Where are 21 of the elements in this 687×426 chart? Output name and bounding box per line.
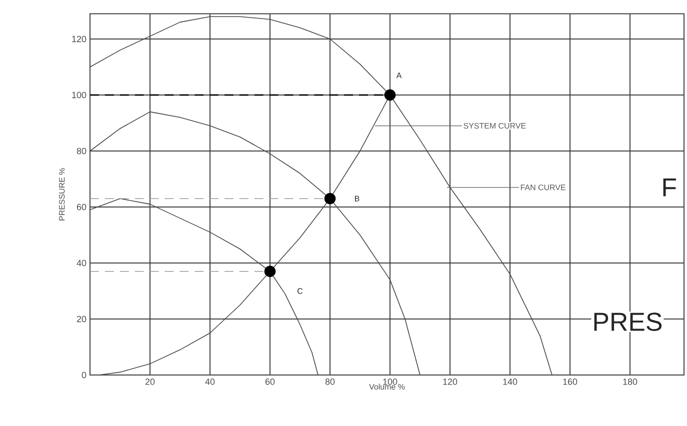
x-tick-label: 140 (503, 378, 518, 385)
annotation: F (663, 178, 676, 196)
y-tick-label: 80 (76, 148, 86, 154)
point (384, 89, 396, 101)
y-tick-label: 40 (76, 260, 86, 266)
x-tick-label: 100 (383, 378, 398, 385)
x-tick-label: 120 (443, 378, 458, 385)
x-tick-label: 20 (145, 378, 155, 385)
x-tick-label: 60 (265, 378, 275, 385)
x-tick-label: 180 (623, 378, 638, 385)
point (264, 266, 276, 278)
y-tick-label: 60 (76, 204, 86, 210)
x-tick-label: 40 (205, 378, 215, 385)
y-tick-label: 100 (72, 92, 86, 98)
x-tick-label: 80 (325, 378, 335, 385)
annotation: PRES (594, 312, 662, 331)
y-tick-label: 20 (76, 316, 86, 322)
x-tick-label: 160 (563, 378, 578, 385)
y-tick-label: 120 (72, 36, 86, 42)
point (324, 192, 336, 204)
y-tick-label: 0 (82, 372, 86, 378)
